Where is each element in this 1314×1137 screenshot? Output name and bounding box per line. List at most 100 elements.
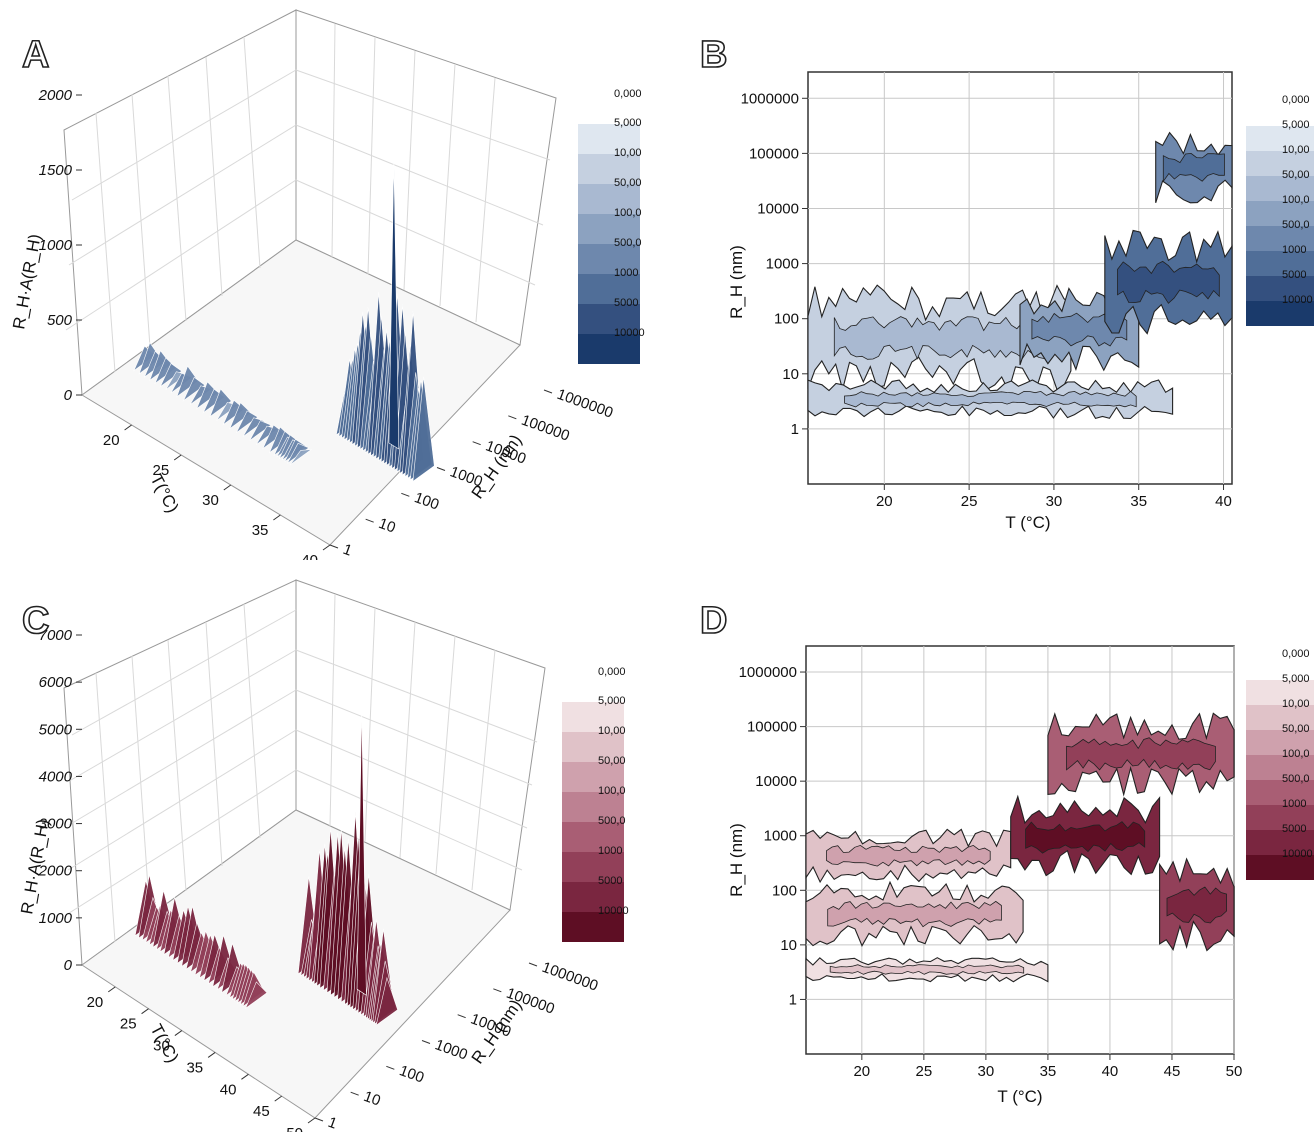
y-tick-label: 1 bbox=[791, 421, 799, 438]
z-tick-label: 5000 bbox=[39, 721, 73, 738]
legend-swatch bbox=[578, 154, 640, 184]
panel-d: D 20 25 30 35 40 45 50 1 10 100 1000 10000 100000 100… bbox=[660, 570, 1314, 1132]
contour-plot-b: 20 25 30 35 40 1 10 100 1000 10000 100000 1000000 T… bbox=[727, 71, 1233, 532]
legend-swatch bbox=[1246, 680, 1314, 705]
contour-plot-d: 20 25 30 35 40 45 50 1 10 100 1000 10000 100000 10000… bbox=[727, 645, 1242, 1106]
contour-core bbox=[1117, 260, 1220, 304]
legend-swatch bbox=[578, 184, 640, 214]
surface-spike bbox=[159, 363, 183, 388]
legend-label: 1000 bbox=[1282, 244, 1307, 256]
r-tick-label: 1000000 bbox=[555, 386, 616, 422]
r-tick-label: 100000 bbox=[519, 412, 572, 445]
legend-swatch bbox=[562, 882, 624, 912]
x-tick-label: 25 bbox=[961, 493, 978, 510]
legend-label: 500,0 bbox=[1282, 773, 1310, 785]
t-tick-label: 20 bbox=[87, 994, 104, 1011]
surface-spike bbox=[249, 420, 272, 441]
legend-swatch bbox=[578, 304, 640, 334]
legend-label: 10000 bbox=[614, 327, 645, 339]
legend-swatch bbox=[562, 822, 624, 852]
legend-swatch bbox=[1246, 176, 1314, 201]
surface-spike bbox=[182, 376, 206, 402]
surface-spike bbox=[412, 376, 435, 483]
surface-spike bbox=[176, 365, 199, 398]
t-axis-title: T(°C) bbox=[146, 471, 182, 516]
t-tick-mark bbox=[223, 484, 232, 491]
legend-label: 5,000 bbox=[1282, 119, 1310, 131]
legend-label: 1000 bbox=[614, 267, 639, 279]
surface-spike bbox=[229, 402, 252, 430]
z-axis-c: 0 1000 2000 3000 4000 5000 6000 7000 bbox=[38, 627, 82, 974]
legend-label: 10,00 bbox=[1282, 698, 1310, 710]
x-tick-label: 30 bbox=[1046, 493, 1063, 510]
legend-top-label: 0,000 bbox=[614, 88, 642, 100]
contour-core bbox=[1025, 821, 1146, 854]
t-tick-mark bbox=[141, 1008, 149, 1015]
surface-peak bbox=[356, 709, 367, 996]
legend-label: 10000 bbox=[1282, 294, 1313, 306]
legend-top-label: 0,000 bbox=[1282, 94, 1310, 106]
z-tick-label: 500 bbox=[47, 312, 73, 329]
plot-area-b: 20 25 30 35 40 1 10 100 1000 10000 100000 1000000 bbox=[741, 71, 1233, 510]
r-tick-label: 10 bbox=[361, 1088, 382, 1110]
floor bbox=[81, 809, 511, 1119]
r-tick-mark bbox=[365, 518, 374, 523]
r-tick-mark bbox=[421, 1040, 431, 1044]
legend-swatch bbox=[1246, 755, 1314, 780]
y-axis-title: R_H (nm) bbox=[727, 823, 746, 897]
legend-label: 100,0 bbox=[1282, 194, 1310, 206]
y-tick-label: 1000 bbox=[764, 828, 797, 845]
t-tick-mark bbox=[307, 1117, 316, 1124]
legend-swatch bbox=[1246, 251, 1314, 276]
surface-a bbox=[133, 160, 435, 483]
y-tick-label: 10000 bbox=[757, 200, 799, 217]
y-tick-label: 1000000 bbox=[739, 664, 797, 681]
legend-label: 50,00 bbox=[1282, 723, 1310, 735]
surface-spike bbox=[375, 976, 398, 1026]
t-tick-label: 30 bbox=[153, 1038, 170, 1055]
legend-label: 5,000 bbox=[614, 117, 642, 129]
t-tick-mark bbox=[322, 544, 331, 551]
legend-swatch bbox=[578, 244, 640, 274]
z-tick-label: 2000 bbox=[38, 863, 73, 880]
z-tick-label: 0 bbox=[64, 387, 73, 404]
t-tick-label: 40 bbox=[220, 1081, 237, 1098]
z-tick-label: 1500 bbox=[39, 162, 73, 179]
surface-spike bbox=[209, 388, 232, 418]
x-tick-label: 35 bbox=[1040, 1063, 1057, 1080]
t-tick-mark bbox=[124, 424, 132, 431]
panel-letter: A bbox=[21, 33, 50, 77]
legend-label: 50,00 bbox=[598, 755, 626, 767]
panel-c: C 0 1000 2000 3000 4000 5000 6000 7000 R_H·A(R_… bbox=[0, 570, 660, 1137]
panel-letter: B bbox=[699, 33, 728, 77]
r-tick-label: 10 bbox=[376, 515, 397, 537]
legend-label: 5000 bbox=[598, 875, 623, 887]
y-tick-label: 100 bbox=[774, 311, 799, 328]
legend-swatch bbox=[1246, 301, 1314, 326]
legend-c: 0,000 5,000 10,00 50,00 100,0 500,0 1000 5000 1… bbox=[562, 666, 642, 946]
legend-swatch bbox=[578, 274, 640, 304]
t-tick-mark bbox=[274, 1095, 283, 1102]
t-tick-label: 30 bbox=[202, 492, 219, 509]
r-tick-label: 100 bbox=[397, 1062, 426, 1087]
legend-top-label: 0,000 bbox=[1282, 648, 1310, 660]
legend-label: 5,000 bbox=[1282, 673, 1310, 685]
legend-label: 10,00 bbox=[598, 725, 626, 737]
legend-swatch bbox=[1246, 855, 1314, 880]
legend-label: 500,0 bbox=[598, 815, 626, 827]
legend-label: 50,00 bbox=[1282, 169, 1310, 181]
contour-core bbox=[1066, 737, 1216, 771]
legend-label: 10000 bbox=[1282, 848, 1313, 860]
x-tick-label: 30 bbox=[978, 1063, 995, 1080]
legend-label: 10,00 bbox=[614, 147, 642, 159]
t-tick-mark bbox=[241, 1073, 249, 1080]
grid-lines bbox=[65, 23, 551, 373]
plot-area-d: 20 25 30 35 40 45 50 1 10 100 1000 10000 100000 10000… bbox=[739, 645, 1242, 1080]
z-tick-label: 2000 bbox=[38, 87, 73, 104]
legend-label: 5,000 bbox=[598, 695, 626, 707]
legend-swatch bbox=[1246, 805, 1314, 830]
legend-swatch bbox=[578, 124, 640, 154]
floor bbox=[81, 239, 521, 546]
r-tick-mark bbox=[543, 389, 553, 394]
r-tick-mark bbox=[457, 1014, 466, 1019]
